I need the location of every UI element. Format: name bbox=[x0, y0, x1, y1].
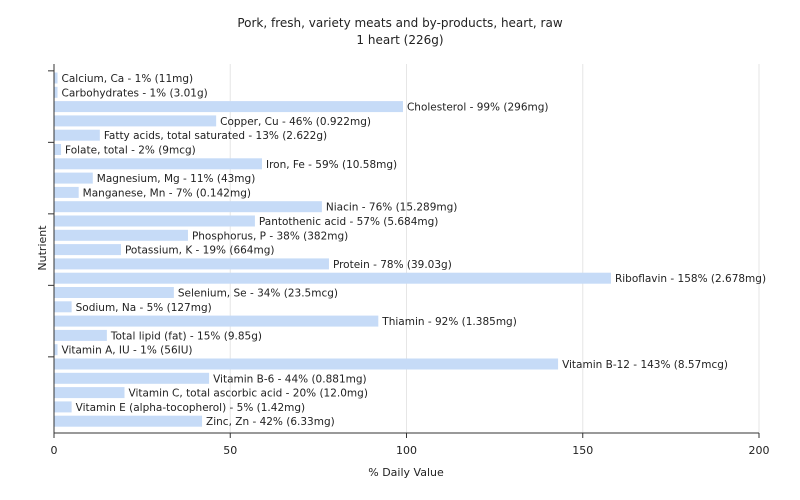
bar-label-9: Niacin - 76% (15.289mg) bbox=[326, 202, 458, 214]
bar-18 bbox=[54, 329, 107, 341]
bar-label-12: Potassium, K - 19% (664mg) bbox=[125, 245, 275, 257]
bar-2 bbox=[54, 101, 403, 113]
x-tick-label-0: 0 bbox=[51, 444, 58, 457]
bar-label-11: Phosphorus, P - 38% (382mg) bbox=[192, 230, 348, 242]
axes-group: 0 50 100 150 200 bbox=[48, 64, 770, 457]
bar-11 bbox=[54, 229, 188, 241]
bar-label-7: Magnesium, Mg - 11% (43mg) bbox=[97, 173, 256, 185]
bar-7 bbox=[54, 172, 93, 184]
bar-label-23: Vitamin E (alpha-tocopherol) - 5% (1.42m… bbox=[76, 402, 306, 414]
x-axis-title: % Daily Value bbox=[368, 466, 444, 479]
bar-12 bbox=[54, 244, 121, 256]
bar-label-10: Pantothenic acid - 57% (5.684mg) bbox=[259, 216, 438, 228]
bars-group: Calcium, Ca - 1% (11mg) Carbohydrates - 1… bbox=[54, 72, 766, 428]
bar-14 bbox=[54, 272, 611, 284]
bar-3 bbox=[54, 115, 217, 127]
bar-label-1: Carbohydrates - 1% (3.01g) bbox=[62, 87, 208, 99]
bar-label-14: Riboflavin - 158% (2.678mg) bbox=[615, 273, 766, 285]
bar-17 bbox=[54, 315, 379, 327]
bar-24 bbox=[54, 415, 203, 427]
bar-16 bbox=[54, 301, 72, 313]
x-tick-label-1: 50 bbox=[223, 444, 237, 457]
bar-15 bbox=[54, 287, 174, 298]
bar-13 bbox=[54, 258, 329, 270]
bar-label-0: Calcium, Ca - 1% (11mg) bbox=[62, 73, 194, 85]
x-tick-label-3: 150 bbox=[572, 444, 593, 457]
bar-label-20: Vitamin B-12 - 143% (8.57mcg) bbox=[562, 359, 728, 371]
bar-6 bbox=[54, 158, 262, 170]
bar-label-6: Iron, Fe - 59% (10.58mg) bbox=[266, 159, 397, 171]
gridlines bbox=[229, 64, 760, 433]
bar-label-8: Manganese, Mn - 7% (0.142mg) bbox=[83, 187, 251, 199]
bar-label-2: Cholesterol - 99% (296mg) bbox=[407, 102, 549, 114]
bar-0 bbox=[54, 72, 58, 84]
bar-5 bbox=[54, 144, 62, 155]
bar-10 bbox=[54, 215, 255, 227]
bar-label-3: Copper, Cu - 46% (0.922mg) bbox=[220, 116, 371, 128]
bar-19 bbox=[54, 344, 58, 356]
y-axis-title: Nutrient bbox=[36, 225, 49, 271]
bar-label-16: Sodium, Na - 5% (127mg) bbox=[76, 302, 212, 314]
bar-label-17: Thiamin - 92% (1.385mg) bbox=[381, 316, 517, 328]
bar-1 bbox=[54, 86, 58, 98]
bar-label-13: Protein - 78% (39.03g) bbox=[333, 259, 452, 271]
bar-label-22: Vitamin C, total ascorbic acid - 20% (12… bbox=[129, 388, 368, 400]
bar-label-4: Fatty acids, total saturated - 13% (2.62… bbox=[104, 130, 327, 142]
bar-label-5: Folate, total - 2% (9mcg) bbox=[65, 145, 196, 157]
bar-22 bbox=[54, 387, 125, 399]
bar-label-24: Zinc, Zn - 42% (6.33mg) bbox=[206, 416, 335, 428]
bar-label-21: Vitamin B-6 - 44% (0.881mg) bbox=[213, 373, 367, 385]
bar-9 bbox=[54, 201, 322, 213]
chart-title: Pork, fresh, variety meats and by-produc… bbox=[237, 16, 563, 30]
x-tick-label-2: 100 bbox=[396, 444, 417, 457]
bar-21 bbox=[54, 372, 210, 384]
chart-subtitle: 1 heart (226g) bbox=[356, 33, 443, 47]
x-tick-label-4: 200 bbox=[749, 444, 770, 457]
bar-8 bbox=[54, 186, 79, 198]
bar-23 bbox=[54, 401, 72, 413]
bar-label-19: Vitamin A, IU - 1% (56IU) bbox=[62, 345, 193, 357]
bar-label-15: Selenium, Se - 34% (23.5mcg) bbox=[178, 288, 338, 300]
bar-label-18: Total lipid (fat) - 15% (9.85g) bbox=[110, 330, 262, 342]
bar-4 bbox=[54, 129, 100, 141]
bar-20 bbox=[54, 358, 559, 370]
